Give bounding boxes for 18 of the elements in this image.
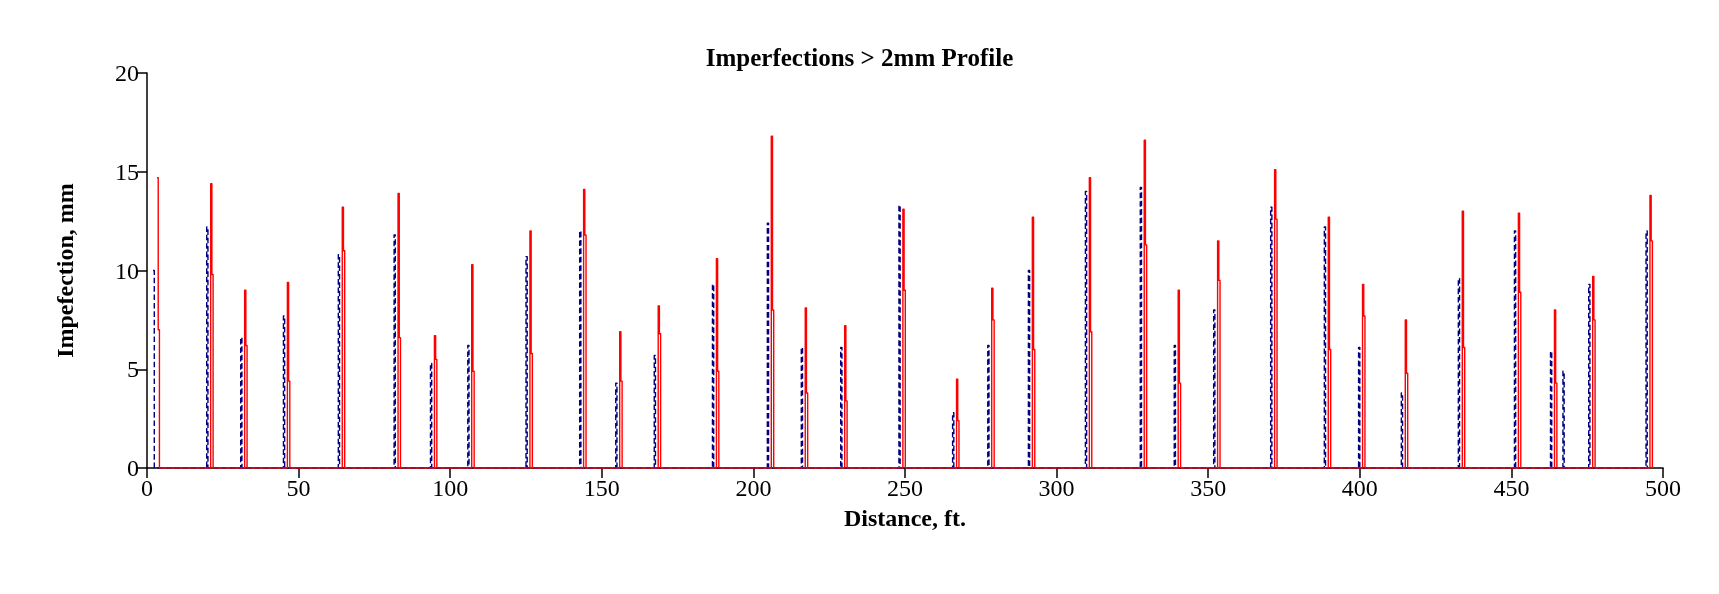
y-tick-label: 20 <box>115 60 139 86</box>
y-axis-title: Impefection, mm <box>52 183 78 358</box>
chart-title: Imperfections > 2mm Profile <box>705 44 1014 71</box>
y-tick-label: 5 <box>127 356 139 383</box>
y-tick-label: 10 <box>115 257 139 284</box>
x-axis-title: Distance, ft. <box>844 505 966 531</box>
x-tick-label: 250 <box>887 475 923 501</box>
y-tick-label: 0 <box>127 455 139 481</box>
x-tick-label: 300 <box>1038 475 1075 501</box>
x-tick-label: 150 <box>583 475 620 501</box>
x-tick-label: 500 <box>1645 475 1681 501</box>
x-tick-label: 400 <box>1341 475 1378 501</box>
x-tick-label: 50 <box>286 475 311 501</box>
x-tick-label: 200 <box>735 475 772 501</box>
x-tick-label: 350 <box>1190 475 1227 501</box>
y-tick-label: 15 <box>115 158 139 185</box>
x-tick-label: 100 <box>432 475 469 501</box>
x-tick-label: 450 <box>1493 475 1530 501</box>
